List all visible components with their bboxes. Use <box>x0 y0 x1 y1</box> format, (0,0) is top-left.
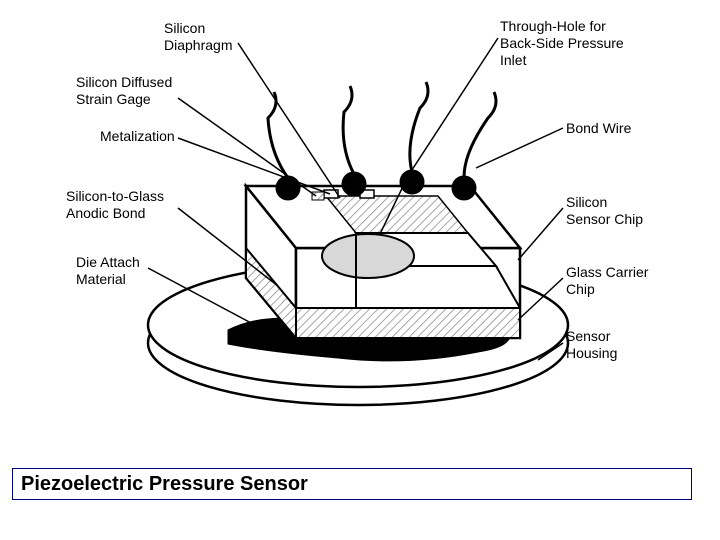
caption-box: Piezoelectric Pressure Sensor <box>12 468 692 500</box>
diagram: Silicon Diaphragm Silicon Diffused Strain… <box>8 8 708 448</box>
label-sensor-chip: Silicon Sensor Chip <box>566 194 643 228</box>
label-through-hole: Through-Hole for Back-Side Pressure Inle… <box>500 18 624 68</box>
label-carrier-chip: Glass Carrier Chip <box>566 264 648 298</box>
label-anodic-bond: Silicon-to-Glass Anodic Bond <box>66 188 164 222</box>
label-strain-gage: Silicon Diffused Strain Gage <box>76 74 172 108</box>
label-die-attach: Die Attach Material <box>76 254 140 288</box>
label-sensor-housing: Sensor Housing <box>566 328 617 362</box>
label-bond-wire: Bond Wire <box>566 120 631 137</box>
label-metalization: Metalization <box>100 128 175 145</box>
caption-text: Piezoelectric Pressure Sensor <box>21 473 308 496</box>
label-silicon-diaphragm: Silicon Diaphragm <box>164 20 232 54</box>
